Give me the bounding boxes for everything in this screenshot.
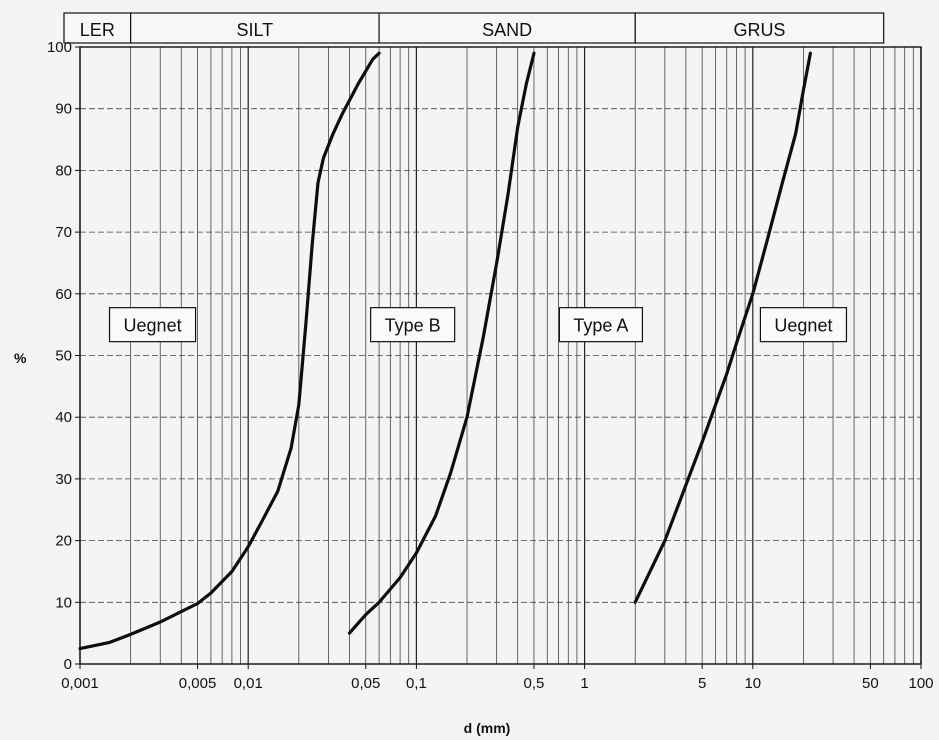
zone-label: SAND [482, 20, 532, 40]
zone-label: SILT [237, 20, 274, 40]
region-label-box [370, 307, 456, 343]
zone-cell [634, 12, 885, 44]
grid [79, 46, 922, 665]
zone-cell [63, 12, 132, 44]
x-tick-label: 0,05 [351, 675, 380, 692]
x-tick-label: 10 [744, 675, 761, 692]
x-axis-label: d (mm) [464, 720, 511, 736]
x-tick-label: 100 [908, 675, 933, 692]
region-label-text: Uegnet [124, 316, 182, 336]
zone-cell [378, 12, 636, 44]
y-axis-label: % [14, 350, 27, 366]
curves [78, 51, 812, 651]
x-tick-label: 1 [580, 675, 588, 692]
y-tick-label: 70 [55, 224, 72, 241]
series-line-3 [633, 51, 812, 604]
series-line-2 [347, 51, 536, 635]
region-label-box [108, 307, 197, 343]
x-tick-label: 0,01 [234, 675, 263, 692]
y-tick-label: 50 [55, 348, 72, 365]
region-label-text: Uegnet [774, 316, 832, 336]
y-tick-label: 100 [47, 39, 72, 56]
soil-zone-bar: LER SILT SAND GRUS [63, 12, 885, 44]
y-tick-label: 20 [55, 533, 72, 550]
y-tick-label: 80 [55, 162, 72, 179]
x-tick-label: 5 [698, 675, 706, 692]
y-tick-label: 0 [64, 656, 72, 673]
region-label-box [759, 307, 848, 343]
region-label: Uegnet [108, 307, 197, 343]
y-tick-label: 30 [55, 471, 72, 488]
region-labels: Uegnet Type B Type A Uegnet [108, 307, 848, 343]
x-tick-label: 0,5 [524, 675, 545, 692]
x-tick-label: 0,001 [61, 675, 99, 692]
zone-label: LER [80, 20, 115, 40]
y-tick-label: 10 [55, 594, 72, 611]
y-tick-label: 60 [55, 286, 72, 303]
region-label: Type A [558, 307, 644, 343]
y-tick-label: 40 [55, 409, 72, 426]
x-tick-label: 50 [862, 675, 879, 692]
axis-ticks: 0 10 20 30 40 50 60 70 80 90 100 0,001 0,005 0,01 0,05… [47, 39, 934, 692]
x-tick-label: 0,005 [179, 675, 217, 692]
x-tick-label: 0,1 [406, 675, 427, 692]
region-label-text: Type A [573, 316, 628, 336]
region-label-text: Type B [385, 316, 441, 336]
y-tick-label: 90 [55, 101, 72, 118]
zone-label: GRUS [733, 20, 785, 40]
region-label-box [558, 307, 644, 343]
region-label: Uegnet [759, 307, 848, 343]
series-line-1 [78, 51, 381, 651]
region-label: Type B [370, 307, 456, 343]
